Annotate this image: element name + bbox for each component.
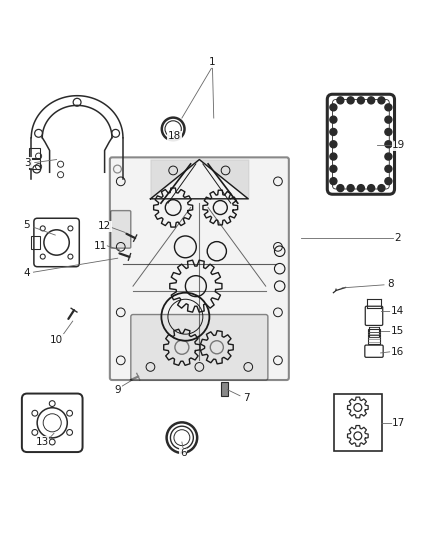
Text: 7: 7: [243, 393, 249, 403]
Bar: [334, 394, 382, 451]
Circle shape: [330, 141, 337, 148]
Text: 11: 11: [94, 240, 107, 251]
Text: 15: 15: [391, 326, 404, 336]
Bar: [29, 159, 40, 169]
Text: 10: 10: [50, 335, 63, 345]
Circle shape: [330, 177, 337, 184]
Text: 13: 13: [35, 437, 49, 447]
Text: 2: 2: [395, 233, 401, 243]
Circle shape: [385, 116, 392, 123]
Circle shape: [337, 97, 344, 104]
Text: 17: 17: [392, 418, 406, 428]
Circle shape: [347, 184, 354, 192]
Bar: [221, 382, 228, 395]
Text: 1: 1: [209, 57, 216, 67]
Text: 18: 18: [168, 132, 181, 141]
FancyBboxPatch shape: [111, 211, 131, 248]
FancyBboxPatch shape: [131, 314, 268, 380]
Circle shape: [385, 141, 392, 148]
Circle shape: [330, 116, 337, 123]
Circle shape: [330, 104, 337, 111]
Text: 5: 5: [23, 220, 29, 230]
Bar: [29, 148, 40, 158]
Circle shape: [378, 97, 385, 104]
Text: 19: 19: [392, 140, 406, 150]
Circle shape: [330, 165, 337, 172]
Circle shape: [337, 184, 344, 192]
Circle shape: [385, 104, 392, 111]
Circle shape: [357, 184, 364, 192]
Circle shape: [378, 184, 385, 192]
Bar: [368, 329, 380, 344]
Text: 8: 8: [387, 279, 393, 289]
Text: 14: 14: [391, 306, 404, 316]
Circle shape: [357, 97, 364, 104]
Text: 4: 4: [24, 268, 30, 278]
Circle shape: [367, 184, 374, 192]
Text: 9: 9: [114, 385, 121, 394]
Circle shape: [367, 97, 374, 104]
Bar: [31, 236, 40, 249]
Circle shape: [385, 165, 392, 172]
Text: 16: 16: [391, 346, 404, 357]
Text: 3: 3: [25, 158, 31, 167]
Circle shape: [385, 128, 392, 135]
Circle shape: [385, 177, 392, 184]
Circle shape: [385, 153, 392, 160]
Circle shape: [347, 97, 354, 104]
Text: 6: 6: [180, 448, 187, 458]
Circle shape: [330, 128, 337, 135]
FancyBboxPatch shape: [110, 157, 289, 380]
Circle shape: [330, 153, 337, 160]
Text: 12: 12: [98, 221, 111, 231]
